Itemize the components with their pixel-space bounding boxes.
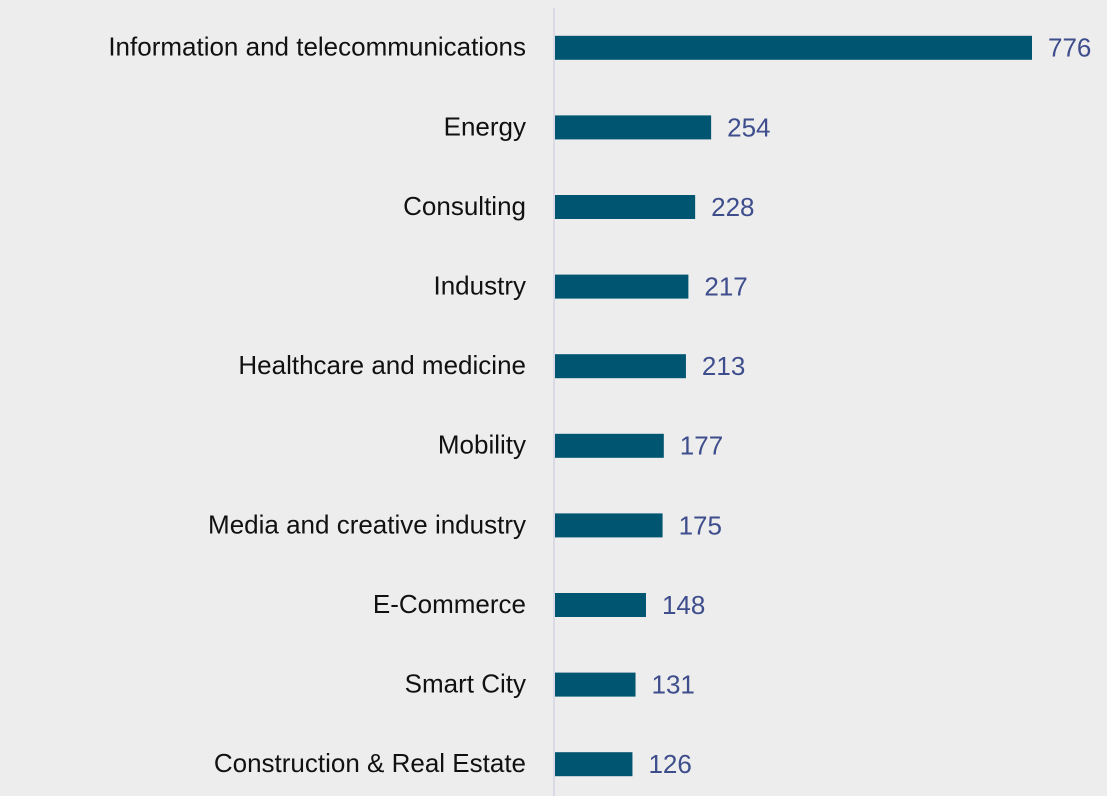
value-label: 217 bbox=[704, 271, 747, 301]
category-label: Smart City bbox=[405, 668, 526, 698]
category-label: Industry bbox=[434, 270, 527, 300]
bar bbox=[555, 274, 689, 299]
bar bbox=[555, 195, 696, 219]
bar bbox=[555, 672, 636, 697]
bar bbox=[555, 752, 633, 777]
category-label: Information and telecommunications bbox=[108, 32, 526, 62]
category-label: Energy bbox=[444, 111, 526, 141]
bar bbox=[555, 593, 646, 617]
value-label: 254 bbox=[727, 112, 770, 142]
category-label: E-Commerce bbox=[373, 589, 526, 619]
bar bbox=[555, 513, 663, 538]
value-label: 776 bbox=[1048, 33, 1091, 63]
value-label: 131 bbox=[652, 669, 695, 699]
category-label: Construction & Real Estate bbox=[214, 748, 526, 778]
value-label: 126 bbox=[648, 749, 691, 779]
category-label: Media and creative industry bbox=[208, 509, 526, 539]
value-label: 177 bbox=[680, 431, 723, 461]
value-label: 213 bbox=[702, 351, 745, 381]
bar bbox=[555, 354, 686, 379]
bar bbox=[555, 35, 1032, 60]
bar bbox=[555, 433, 664, 458]
value-label: 228 bbox=[711, 192, 754, 222]
value-label: 148 bbox=[662, 590, 705, 620]
category-label: Consulting bbox=[403, 191, 526, 221]
value-label: 175 bbox=[679, 510, 722, 540]
category-label: Mobility bbox=[438, 430, 526, 460]
category-label: Healthcare and medicine bbox=[238, 350, 526, 380]
bar bbox=[555, 115, 712, 140]
